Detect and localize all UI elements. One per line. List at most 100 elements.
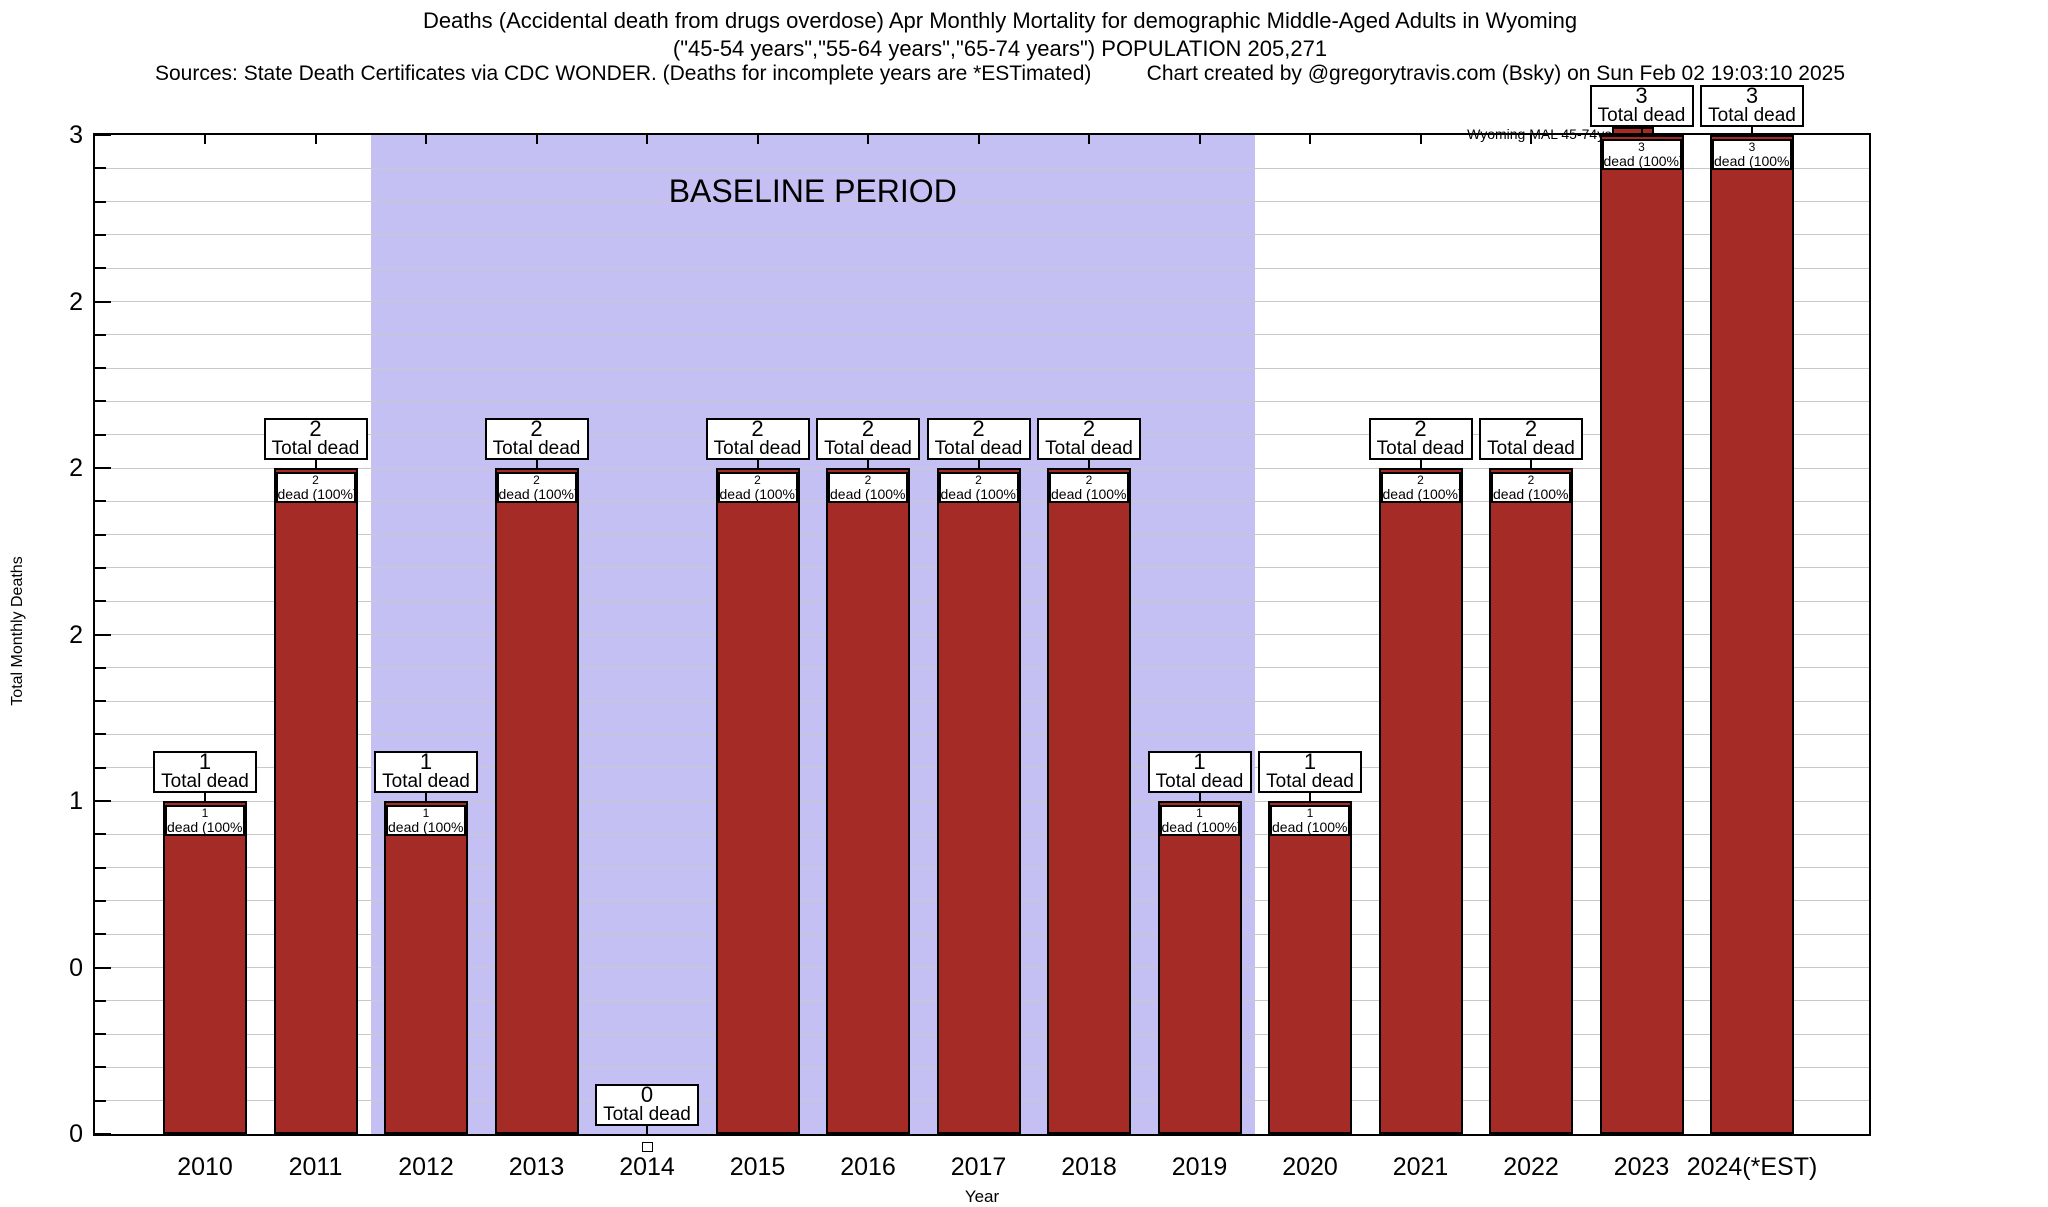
bar-total-count: 1 xyxy=(198,749,212,774)
bar-inner-label: 2 dead (100%) xyxy=(717,472,800,503)
y-axis-tick xyxy=(95,167,106,170)
bar-2013 xyxy=(494,468,579,1134)
x-tick-label-2015: 2015 xyxy=(729,1153,786,1181)
y-axis-tick xyxy=(95,400,106,403)
y-axis-tick xyxy=(95,1066,106,1069)
bar-total-label: 1 Total dead xyxy=(153,751,257,793)
bar-total-label: 3 Total dead xyxy=(1700,85,1804,127)
bar-total-label: 0 Total dead xyxy=(595,1084,699,1126)
bar-label-leader xyxy=(1309,793,1311,801)
y-axis-tick xyxy=(95,367,106,370)
bar-2011 xyxy=(273,468,358,1134)
bar-2019 xyxy=(1157,801,1242,1134)
chart-credit-note: Chart created by @gregorytravis.com (Bsk… xyxy=(1146,62,1845,85)
plot-top-tick xyxy=(1088,135,1090,144)
y-gridline xyxy=(95,167,1869,169)
bar-inner-label: 2 dead (100%) xyxy=(1380,472,1463,503)
y-axis-tick xyxy=(95,134,111,136)
y-axis-tick xyxy=(95,1133,111,1135)
y-axis-tick xyxy=(95,533,106,536)
y-axis-tick xyxy=(95,766,106,769)
bar-total-label: 1 Total dead xyxy=(1258,751,1362,793)
bar-total-count: 2 xyxy=(861,416,875,441)
bar-2024(*EST) xyxy=(1710,135,1794,1134)
bar-inner-count: 3 xyxy=(1638,140,1645,154)
bar-inner-label: 1 dead (100%) xyxy=(165,805,247,836)
zero-bar-marker xyxy=(642,1142,653,1152)
bar-inner-text: dead (100%) xyxy=(1714,153,1795,169)
bar-2015 xyxy=(715,468,800,1134)
y-axis-tick xyxy=(95,800,111,802)
bar-inner-text: dead (100%) xyxy=(830,486,911,502)
bar-total-text: Total dead xyxy=(1708,105,1796,126)
bar-total-label: 2 Total dead xyxy=(816,418,920,460)
bar-total-text: Total dead xyxy=(271,438,360,459)
chart-sources-note: Sources: State Death Certificates via CD… xyxy=(155,62,1092,85)
bar-total-text: Total dead xyxy=(1487,438,1575,459)
plot-area: BASELINE PERIOD 3 2 2 2 1 0 0 1 dead (100%) 1 Total… xyxy=(69,85,1871,1206)
x-tick-label-2020: 2020 xyxy=(1282,1153,1338,1181)
bar-inner-label: 2 dead (100%) xyxy=(275,472,358,503)
plot-top-tick xyxy=(425,135,427,144)
bar-total-label: 3 Total dead xyxy=(1589,85,1694,127)
bar-total-text: Total dead xyxy=(382,771,470,792)
bar-inner-label: 2 dead (100%) xyxy=(496,472,579,503)
y-axis-tick xyxy=(95,899,106,902)
bar-label-leader xyxy=(425,793,427,801)
bar-total-text: Total dead xyxy=(713,438,802,459)
x-tick-label-2016: 2016 xyxy=(840,1153,896,1181)
bar-total-text: Total dead xyxy=(603,1104,691,1125)
bar-inner-count: 2 xyxy=(1085,473,1093,487)
bar-label-leader xyxy=(1530,460,1532,468)
bar-total-count: 2 xyxy=(1082,416,1096,441)
bar-2022 xyxy=(1489,468,1573,1134)
bar-2016 xyxy=(826,468,910,1134)
plot-top-tick xyxy=(1530,135,1532,144)
bar-total-text: Total dead xyxy=(161,771,249,792)
y-tick-label: 2 xyxy=(69,620,83,649)
x-axis-title: Year xyxy=(964,1187,1000,1206)
bar-total-label: 2 Total dead xyxy=(484,418,589,460)
y-axis-tick xyxy=(95,267,106,270)
y-gridline xyxy=(95,400,1869,402)
x-tick-label-2023: 2023 xyxy=(1613,1153,1670,1181)
bar-total-text: Total dead xyxy=(1266,771,1354,792)
bar-total-label: 1 Total dead xyxy=(1147,751,1252,793)
y-axis-tick xyxy=(95,833,106,836)
y-gridline xyxy=(95,367,1869,369)
bar-label-leader xyxy=(646,1126,648,1134)
bar-inner-label: 1 dead (100%) xyxy=(386,805,468,836)
bar-inner-label: 3 dead (100%) xyxy=(1712,139,1795,170)
y-gridline xyxy=(95,301,1869,302)
plot-top-tick xyxy=(314,135,317,144)
plot-top-tick xyxy=(204,135,206,144)
bar-inner-count: 2 xyxy=(312,473,319,487)
x-tick-label-2022: 2022 xyxy=(1503,1153,1559,1181)
plot-top-tick xyxy=(867,135,869,144)
bar-inner-label: 1 dead (100%) xyxy=(1270,805,1352,836)
bar-inner-text: dead (100%) xyxy=(277,486,358,502)
bar-total-text: Total dead xyxy=(934,438,1023,459)
chart-title-line1: Deaths (Accidental death from drugs over… xyxy=(422,8,1578,33)
plot-top-tick xyxy=(1419,135,1422,144)
y-axis-tick xyxy=(95,966,111,969)
bar-inner-label: 2 dead (100%) xyxy=(1049,472,1131,503)
x-tick-label-2019: 2019 xyxy=(1171,1153,1228,1181)
bar-inner-count: 2 xyxy=(864,473,872,487)
bar-total-text: Total dead xyxy=(1045,438,1133,459)
y-tick-label: 0 xyxy=(69,1120,83,1148)
bar-2010 xyxy=(163,801,247,1134)
y-axis-tick xyxy=(95,633,111,636)
bar-total-label: 2 Total dead xyxy=(926,416,1031,460)
bar-total-label: 2 Total dead xyxy=(1037,418,1141,460)
bar-inner-count: 2 xyxy=(1527,473,1535,487)
bar-label-leader xyxy=(977,460,980,468)
bar-inner-text: dead (100%) xyxy=(498,486,579,502)
bar-total-count: 2 xyxy=(972,416,985,441)
bar-2021 xyxy=(1378,468,1463,1134)
bar-total-text: Total dead xyxy=(492,438,581,459)
bar-label-leader xyxy=(867,460,869,468)
bar-total-count: 2 xyxy=(1414,416,1427,441)
x-tick-label-2013: 2013 xyxy=(508,1153,565,1181)
y-tick-label: 2 xyxy=(69,287,83,316)
